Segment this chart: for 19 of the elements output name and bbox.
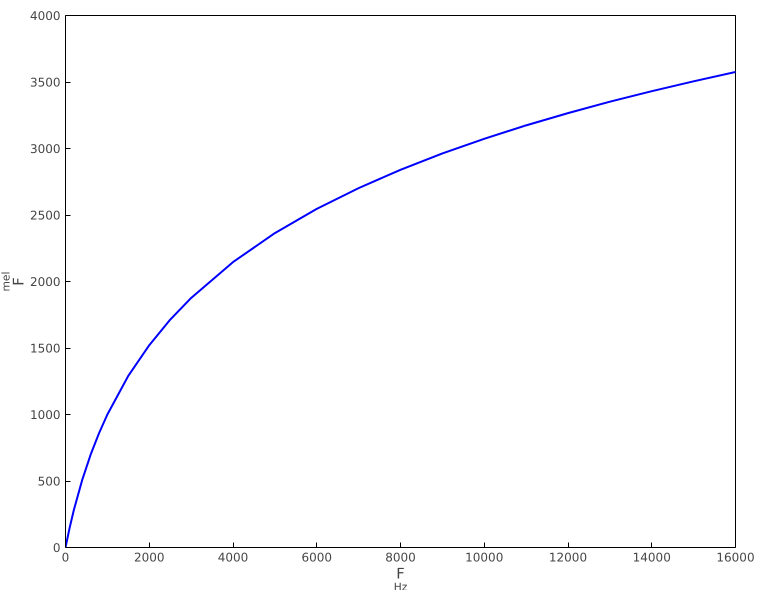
x-tick-label: 6000 (301, 550, 332, 564)
x-tick-label: 12000 (548, 550, 588, 564)
x-tick-label: 8000 (385, 550, 416, 564)
x-tick-label: 16000 (716, 550, 755, 564)
x-tick-label: 4000 (218, 550, 248, 564)
y-tick-label: 3500 (30, 76, 61, 90)
y-tick-label: 1000 (30, 408, 61, 422)
y-tick-label: 0 (52, 541, 61, 555)
x-tick-label: 0 (62, 550, 70, 564)
y-axis-title: Fmel (0, 272, 28, 292)
x-tick-label: 14000 (632, 550, 671, 564)
y-tick-label: 4000 (30, 9, 61, 23)
x-tick-label: 2000 (134, 550, 165, 564)
x-tick-label: 10000 (465, 550, 504, 564)
y-tick-label: 1500 (30, 342, 61, 356)
y-tick-label: 3000 (30, 142, 61, 156)
y-tick-label: 2000 (30, 275, 61, 289)
y-tick-label: 2500 (30, 208, 61, 222)
y-tick-label: 500 (38, 474, 60, 488)
